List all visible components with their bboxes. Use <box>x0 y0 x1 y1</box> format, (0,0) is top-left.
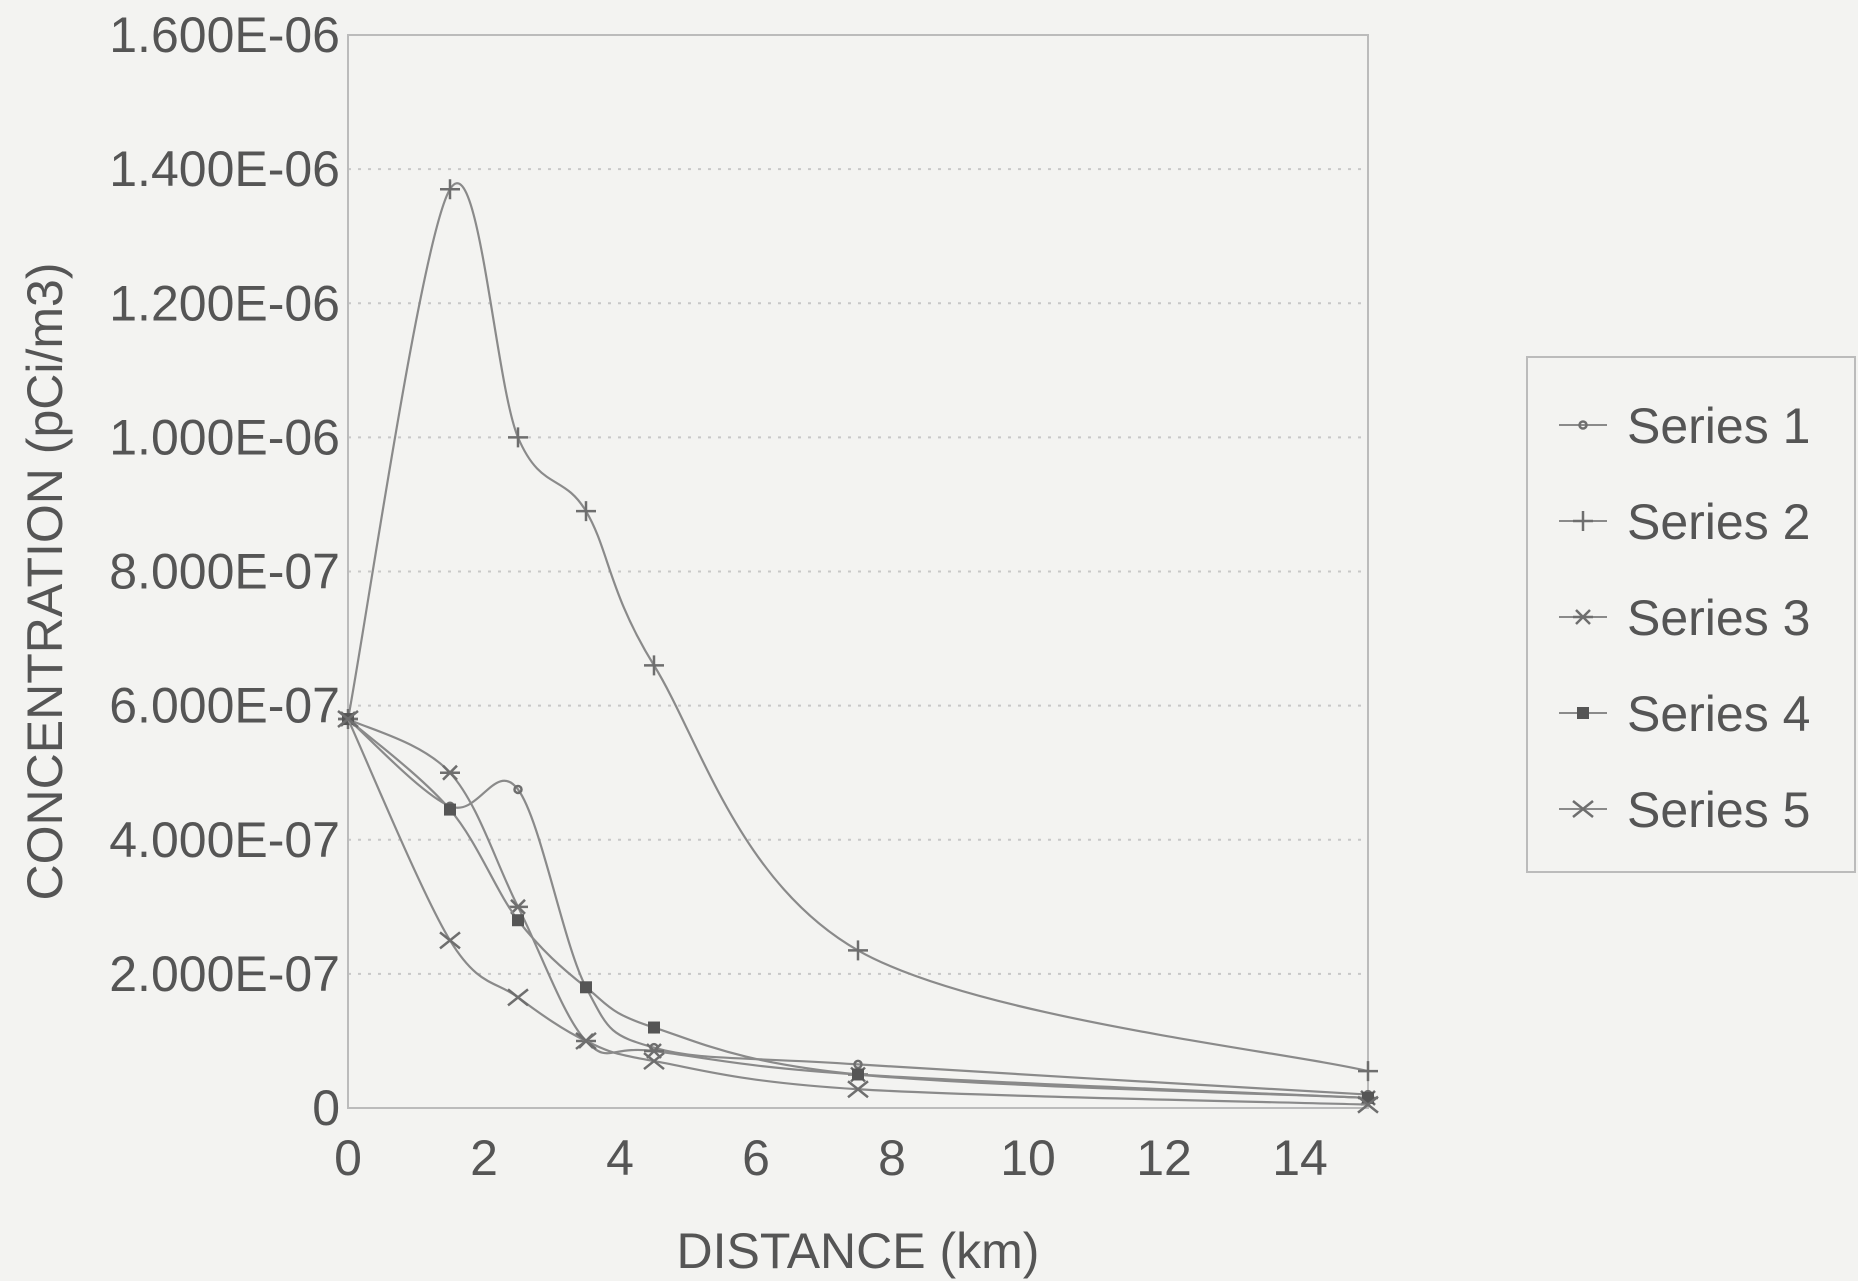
x-tick-label: 6 <box>742 1130 770 1186</box>
series-5-point-6 <box>1357 1095 1379 1114</box>
y-tick-label: 1.400E-06 <box>109 141 340 197</box>
legend-label: Series 4 <box>1627 686 1810 742</box>
y-tick-label: 0 <box>312 1080 340 1136</box>
series-1-point-2 <box>513 784 523 795</box>
y-tick-label: 4.000E-07 <box>109 812 340 868</box>
legend-item-5: Series 5 <box>1559 782 1810 838</box>
y-tick-label: 1.600E-06 <box>109 7 340 63</box>
legend-marker-3 <box>1573 609 1593 625</box>
series-4-point-3 <box>580 981 592 994</box>
legend-marker-2 <box>1573 511 1593 531</box>
legend-item-4: Series 4 <box>1559 686 1810 742</box>
x-tick-label: 14 <box>1272 1130 1328 1186</box>
series-5-line <box>347 718 1369 1106</box>
series-5-point-5 <box>847 1080 869 1099</box>
series-2-point-4 <box>644 655 664 676</box>
y-tick-label: 8.000E-07 <box>109 544 340 600</box>
series-5 <box>337 710 1379 1114</box>
x-axis-title: DISTANCE (km) <box>677 1223 1040 1279</box>
y-tick-label: 2.000E-07 <box>109 946 340 1002</box>
series-1-line <box>347 718 1369 1096</box>
series-5-point-4 <box>643 1052 665 1071</box>
x-axis-ticks: 0 2 4 6 8 10 12 14 <box>334 1130 1328 1186</box>
legend: Series 1 Series 2 Series 3 Series 4 Series 5 <box>1526 356 1856 873</box>
legend-marker-4 <box>1577 707 1589 719</box>
legend-label: Series 1 <box>1627 398 1810 454</box>
series-3-point-1 <box>440 764 460 781</box>
legend-item-3: Series 3 <box>1559 590 1810 646</box>
series-2-point-2 <box>508 427 528 448</box>
plot-frame <box>347 34 1369 1109</box>
series-2-point-5 <box>848 940 868 961</box>
legend-label: Series 3 <box>1627 590 1810 646</box>
series-1-point-5 <box>853 1059 863 1070</box>
series-3-point-2 <box>508 898 528 915</box>
x-tick-label: 2 <box>470 1130 498 1186</box>
series-5-point-0 <box>337 710 359 729</box>
x-tick-label: 12 <box>1136 1130 1192 1186</box>
series-2-line <box>346 182 1369 1073</box>
y-tick-label: 6.000E-07 <box>109 678 340 734</box>
y-axis-title: CONCENTRATION (pCi/m3) <box>17 263 73 901</box>
series-5-point-3 <box>575 1031 597 1050</box>
series-3-point-4 <box>644 1043 664 1059</box>
legend-marker-5 <box>1572 800 1594 818</box>
series-5-point-1 <box>439 931 461 950</box>
series-2-point-1 <box>440 179 460 200</box>
legend-marker-1 <box>1578 420 1588 430</box>
series-4-point-1 <box>444 803 456 816</box>
x-tick-label: 10 <box>1000 1130 1056 1186</box>
y-axis-ticks: 0 2.000E-07 4.000E-07 6.000E-07 8.000E-07 1.0… <box>109 7 340 1136</box>
grid-lines <box>348 168 1368 975</box>
legend-item-1: Series 1 <box>1559 398 1810 454</box>
series-4-point-4 <box>648 1021 660 1034</box>
legend-label: Series 2 <box>1627 494 1810 550</box>
legend-item-2: Series 2 <box>1559 494 1810 550</box>
y-tick-label: 1.000E-06 <box>109 409 340 465</box>
x-tick-label: 4 <box>606 1130 634 1186</box>
series-3-line <box>347 718 1369 1100</box>
series-2-point-6 <box>1358 1061 1378 1082</box>
series-2-point-3 <box>576 501 596 522</box>
series-4-point-2 <box>512 914 524 927</box>
series-4-point-5 <box>852 1068 864 1081</box>
series-5-point-2 <box>507 988 529 1007</box>
x-tick-label: 0 <box>334 1130 362 1186</box>
x-tick-label: 8 <box>878 1130 906 1186</box>
y-tick-label: 1.200E-06 <box>109 275 340 331</box>
legend-label: Series 5 <box>1627 782 1810 838</box>
series-layer <box>337 179 1379 1114</box>
